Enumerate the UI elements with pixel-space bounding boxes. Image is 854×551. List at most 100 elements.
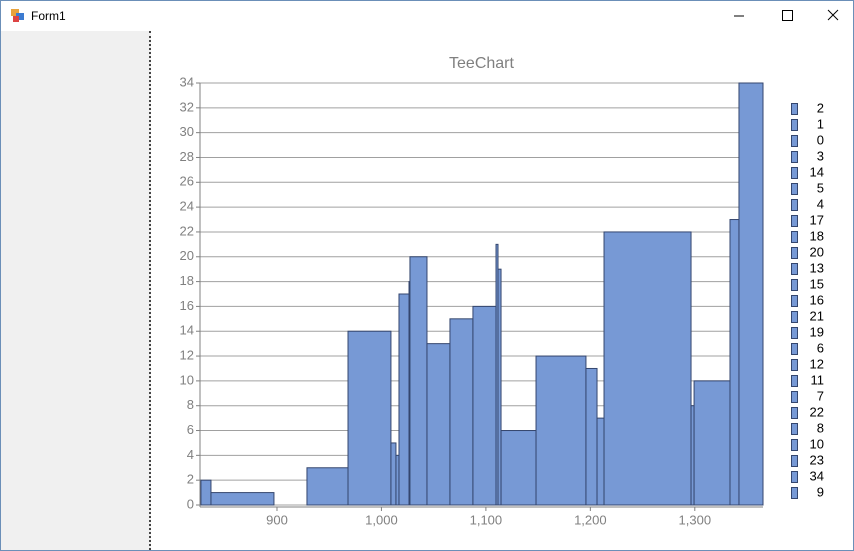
close-button[interactable]: [827, 9, 839, 21]
bar: [390, 442, 397, 506]
legend-label: 16: [810, 292, 824, 307]
legend-label: 5: [817, 180, 824, 195]
legend-label: 6: [817, 340, 824, 355]
y-tick-label: 26: [180, 174, 194, 189]
y-tick-label: 0: [187, 496, 194, 511]
legend-swatch: [791, 215, 798, 227]
bar: [398, 293, 410, 506]
y-tick-label: 22: [180, 223, 194, 238]
legend-label: 8: [817, 420, 824, 435]
legend-label: 4: [817, 196, 824, 211]
legend-label: 1: [817, 116, 824, 131]
y-tick-label: 4: [187, 447, 194, 462]
legend-swatch: [791, 263, 798, 275]
y-tick-label: 18: [180, 273, 194, 288]
legend-swatch: [791, 343, 798, 355]
legend-label: 9: [817, 484, 824, 499]
legend-label: 11: [811, 372, 825, 387]
legend-swatch: [791, 455, 798, 467]
legend-swatch: [791, 423, 798, 435]
chart-title: TeeChart: [449, 55, 514, 72]
legend-label: 3: [817, 148, 824, 163]
legend-swatch: [791, 359, 798, 371]
legend-swatch: [791, 311, 798, 323]
legend-label: 20: [810, 244, 824, 259]
app-icon: [11, 9, 24, 22]
legend-swatch: [791, 439, 798, 451]
legend-label: 7: [817, 388, 824, 403]
bar: [409, 256, 428, 506]
window-controls: [734, 9, 839, 21]
x-tick-label: 1,300: [679, 512, 712, 527]
x-tick-label: 900: [266, 512, 288, 527]
bar: [347, 330, 392, 506]
y-tick-label: 20: [180, 248, 194, 263]
legend-label: 34: [810, 468, 824, 483]
bar: [500, 430, 537, 506]
legend-swatch: [791, 119, 798, 131]
legend-label: 22: [810, 404, 824, 419]
y-tick-label: 16: [180, 298, 194, 313]
legend-swatch: [791, 391, 798, 403]
bar: [426, 343, 451, 506]
legend-swatch: [791, 471, 798, 483]
legend-swatch: [791, 151, 798, 163]
y-tick-label: 10: [180, 372, 194, 387]
bar: [585, 367, 598, 506]
legend-swatch: [791, 279, 798, 291]
bar: [596, 417, 605, 506]
bar: [729, 219, 740, 506]
y-tick-label: 24: [180, 199, 194, 214]
legend-swatch: [791, 103, 798, 115]
left-panel: [1, 31, 151, 550]
legend-label: 15: [810, 276, 824, 291]
legend-swatch: [791, 407, 798, 419]
bar: [306, 467, 349, 506]
bar: [693, 380, 731, 506]
chart: TeeChart02468101214161820222426283032349…: [180, 55, 825, 527]
legend-label: 19: [810, 324, 824, 339]
bar: [200, 479, 212, 506]
legend-label: 2: [817, 100, 824, 115]
bar: [603, 231, 692, 506]
bar: [210, 492, 275, 506]
legend-label: 0: [817, 132, 824, 147]
legend-label: 17: [810, 212, 824, 227]
legend-label: 21: [810, 308, 824, 323]
bar: [535, 355, 587, 506]
y-tick-label: 8: [187, 397, 194, 412]
bar: [472, 305, 497, 506]
bar: [449, 318, 474, 506]
legend-label: 14: [810, 164, 824, 179]
legend-swatch: [791, 231, 798, 243]
y-tick-label: 28: [180, 149, 194, 164]
bar: [738, 82, 764, 506]
y-tick-label: 12: [180, 347, 194, 362]
maximize-button[interactable]: [782, 10, 793, 21]
y-tick-label: 34: [180, 74, 194, 89]
y-tick-label: 30: [180, 124, 194, 139]
legend-label: 18: [810, 228, 824, 243]
bar: [497, 268, 502, 506]
legend-swatch: [791, 167, 798, 179]
legend-label: 13: [810, 260, 824, 275]
y-tick-label: 32: [180, 99, 194, 114]
x-tick-label: 1,100: [470, 512, 503, 527]
legend-label: 12: [810, 356, 824, 371]
legend-swatch: [791, 295, 798, 307]
x-tick-label: 1,000: [365, 512, 398, 527]
y-tick-label: 2: [187, 472, 194, 487]
y-tick-label: 6: [187, 422, 194, 437]
legend-swatch: [791, 135, 798, 147]
x-tick-label: 1,200: [574, 512, 607, 527]
legend-swatch: [791, 183, 798, 195]
legend-label: 23: [810, 452, 824, 467]
y-tick-label: 14: [180, 323, 194, 338]
legend-swatch: [791, 199, 798, 211]
title-bar: Form1: [1, 1, 853, 31]
legend-swatch: [791, 487, 798, 499]
legend-swatch: [791, 247, 798, 259]
window-title: Form1: [31, 9, 66, 23]
legend-label: 10: [810, 436, 824, 451]
legend-swatch: [791, 375, 798, 387]
